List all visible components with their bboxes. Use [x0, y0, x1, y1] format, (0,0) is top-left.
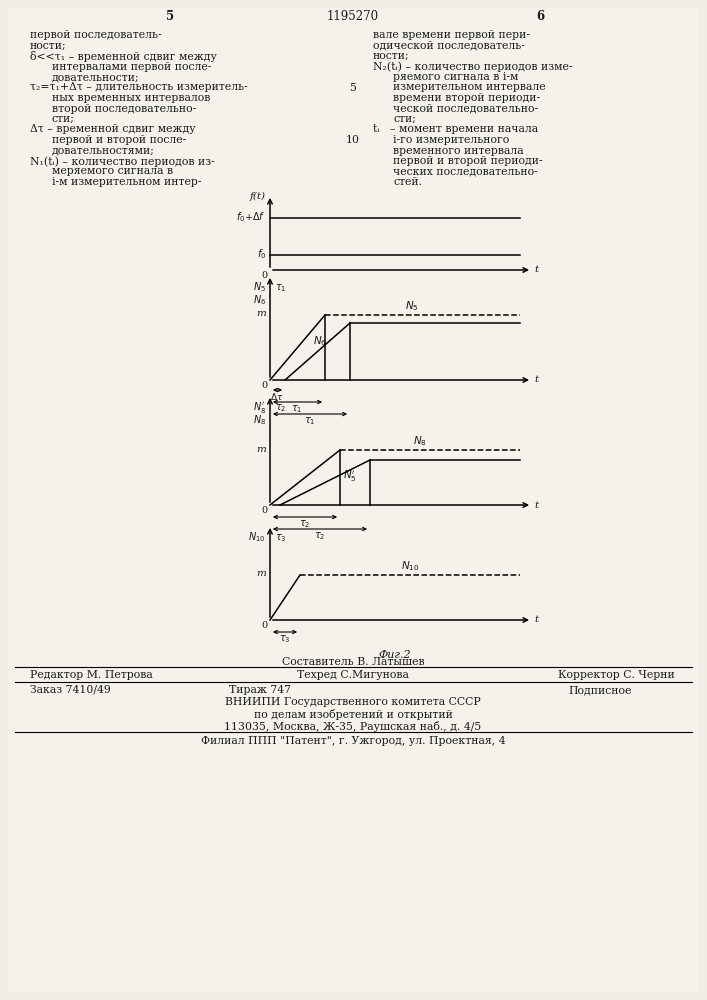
Text: 5: 5 — [166, 10, 174, 23]
Text: $N_8$: $N_8$ — [253, 413, 266, 427]
Text: 0: 0 — [262, 621, 268, 630]
Text: довательностями;: довательностями; — [52, 145, 155, 155]
Text: Δτ – временной сдвиг между: Δτ – временной сдвиг между — [30, 124, 196, 134]
Text: 113035, Москва, Ж-35, Раушская наб., д. 4/5: 113035, Москва, Ж-35, Раушская наб., д. … — [224, 721, 481, 732]
Text: t: t — [534, 375, 538, 384]
Text: Составитель В. Латышев: Составитель В. Латышев — [281, 657, 424, 667]
Text: $\tau_1$: $\tau_1$ — [291, 403, 303, 415]
Text: $\tau_1$: $\tau_1$ — [304, 415, 316, 427]
Text: $N_5$: $N_5$ — [405, 299, 419, 313]
Text: t: t — [534, 265, 538, 274]
Text: δ<<τ₁ – временной сдвиг между: δ<<τ₁ – временной сдвиг между — [30, 51, 217, 62]
Text: 0: 0 — [262, 271, 268, 280]
Text: 0: 0 — [262, 381, 268, 390]
Text: Фиг.2: Фиг.2 — [379, 650, 411, 660]
Text: $f_0$: $f_0$ — [257, 247, 266, 261]
Text: первой и второй периоди-: первой и второй периоди- — [393, 156, 543, 166]
Text: $N_8'$: $N_8'$ — [253, 400, 266, 415]
Text: времени второй периоди-: времени второй периоди- — [393, 93, 540, 103]
Text: ческой последовательно-: ческой последовательно- — [393, 104, 538, 113]
Text: $\tau_1$: $\tau_1$ — [275, 282, 286, 294]
Text: сти;: сти; — [393, 114, 416, 124]
Text: $\tau_3$: $\tau_3$ — [275, 532, 286, 544]
Text: стей.: стей. — [393, 177, 422, 187]
Text: $N_8$: $N_8$ — [413, 434, 427, 448]
Text: временного интервала: временного интервала — [393, 145, 524, 155]
Text: $N_{10}$: $N_{10}$ — [248, 530, 266, 544]
Text: $\tau_3$: $\tau_3$ — [279, 633, 291, 645]
Text: ряемого сигнала в i-м: ряемого сигнала в i-м — [393, 72, 518, 82]
Text: Филиал ППП "Патент", г. Ужгород, ул. Проектная, 4: Филиал ППП "Патент", г. Ужгород, ул. Про… — [201, 736, 506, 746]
Text: ВНИИПИ Государственного комитета СССР: ВНИИПИ Государственного комитета СССР — [225, 697, 481, 707]
Text: ческих последовательно-: ческих последовательно- — [393, 166, 538, 176]
Text: m: m — [256, 444, 266, 454]
Text: $N_6$: $N_6$ — [313, 334, 327, 348]
Text: 1195270: 1195270 — [327, 10, 379, 23]
Text: меряемого сигнала в: меряемого сигнала в — [52, 166, 173, 176]
Text: i-м измерительном интер-: i-м измерительном интер- — [52, 177, 201, 187]
Text: Тираж 747: Тираж 747 — [229, 685, 291, 695]
Text: 0: 0 — [262, 506, 268, 515]
Text: измерительном интервале: измерительном интервале — [393, 83, 546, 93]
Text: i-го измерительного: i-го измерительного — [393, 135, 509, 145]
Text: ности;: ности; — [30, 40, 66, 50]
Text: t: t — [534, 500, 538, 510]
Text: Техред С.Мигунова: Техред С.Мигунова — [297, 670, 409, 680]
Text: m: m — [256, 570, 266, 578]
Text: τ₂=τ₁+Δτ – длительность измеритель-: τ₂=τ₁+Δτ – длительность измеритель- — [30, 83, 247, 93]
Text: N₂(tᵢ) – количество периодов изме-: N₂(tᵢ) – количество периодов изме- — [373, 62, 573, 72]
Text: $\Delta\tau$: $\Delta\tau$ — [270, 391, 284, 402]
Text: Заказ 7410/49: Заказ 7410/49 — [30, 685, 111, 695]
Text: $f_0$+$\Delta f$: $f_0$+$\Delta f$ — [236, 210, 266, 224]
Text: интервалами первой после-: интервалами первой после- — [52, 62, 211, 72]
Text: $N_5'$: $N_5'$ — [343, 468, 357, 484]
Text: первой и второй после-: первой и второй после- — [52, 135, 186, 145]
Text: вале времени первой пери-: вале времени первой пери- — [373, 30, 530, 40]
Text: довательности;: довательности; — [52, 72, 139, 82]
Text: $N_6$: $N_6$ — [253, 293, 266, 307]
Text: ных временных интервалов: ных временных интервалов — [52, 93, 211, 103]
Text: $\tau_2$: $\tau_2$ — [315, 530, 326, 542]
Text: t: t — [534, 615, 538, 624]
Text: 10: 10 — [346, 135, 360, 145]
Text: второй последовательно-: второй последовательно- — [52, 104, 197, 113]
Text: по делам изобретений и открытий: по делам изобретений и открытий — [254, 709, 452, 720]
Text: сти;: сти; — [52, 114, 75, 124]
Text: N₁(tᵢ) – количество периодов из-: N₁(tᵢ) – количество периодов из- — [30, 156, 215, 167]
Text: Корректор С. Черни: Корректор С. Черни — [559, 670, 675, 680]
Text: $N_5$: $N_5$ — [253, 280, 266, 294]
Text: $\tau_2$: $\tau_2$ — [299, 518, 310, 530]
Text: $N_{10}$: $N_{10}$ — [401, 559, 419, 573]
Text: f(t): f(t) — [250, 192, 266, 201]
Text: Подписное: Подписное — [568, 685, 631, 695]
Text: ности;: ности; — [373, 51, 409, 61]
Text: tᵢ   – момент времени начала: tᵢ – момент времени начала — [373, 124, 538, 134]
Text: одической последователь-: одической последователь- — [373, 40, 525, 50]
Text: первой последователь-: первой последователь- — [30, 30, 162, 40]
Text: Редактор М. Петрова: Редактор М. Петрова — [30, 670, 153, 680]
Text: 5: 5 — [349, 83, 356, 93]
Text: 6: 6 — [536, 10, 544, 23]
Text: m: m — [256, 310, 266, 318]
Text: $\tau_2$: $\tau_2$ — [275, 402, 286, 414]
